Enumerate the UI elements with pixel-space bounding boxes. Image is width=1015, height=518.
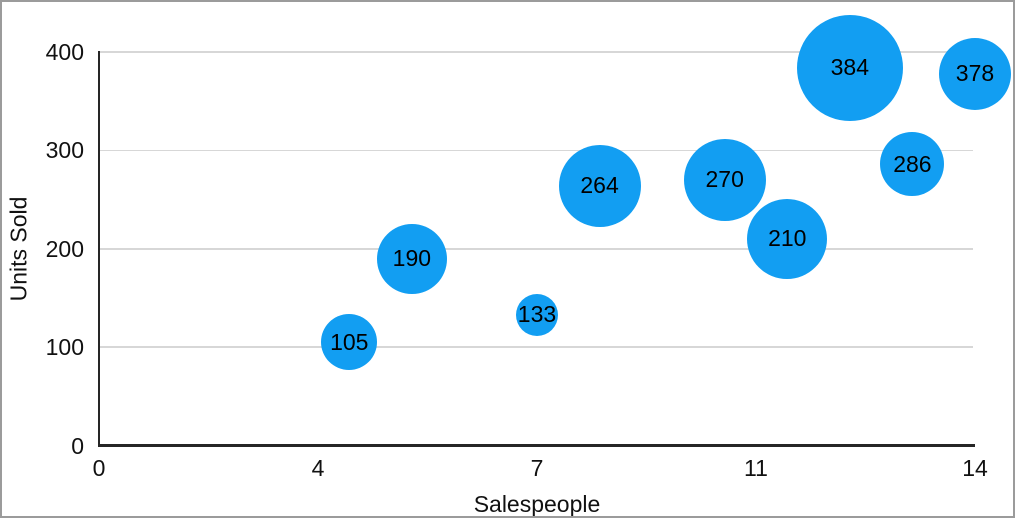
bubble-264: 264: [558, 144, 641, 227]
x-axis-line: [98, 443, 975, 447]
bubble-value-label: 378: [955, 60, 995, 87]
y-axis-title: Units Sold: [5, 196, 32, 302]
y-tick-label-200: 200: [45, 235, 84, 262]
bubble-105: 105: [321, 314, 378, 371]
bubble-value-label: 133: [517, 301, 557, 328]
y-tick-label-0: 0: [71, 432, 84, 459]
gridline-y-200: [99, 248, 973, 250]
y-axis-line: [98, 51, 100, 446]
bubble-value-label: 264: [580, 172, 619, 199]
gridline-y-300: [99, 149, 973, 152]
x-axis-title: Salespeople: [473, 491, 601, 517]
bubble-133: 133: [515, 293, 558, 336]
bubble-value-label: 286: [893, 150, 932, 177]
bubble-value-label: 210: [768, 225, 807, 252]
x-tick-label-7: 7: [530, 455, 544, 481]
bubble-270: 270: [683, 138, 766, 221]
bubble-value-label: 384: [830, 54, 870, 81]
x-tick-label-4: 4: [311, 455, 325, 481]
y-tick-label-400: 400: [45, 39, 84, 65]
gridline-y-100: [99, 346, 973, 348]
x-tick-label-0: 0: [92, 455, 106, 481]
bubble-190: 190: [376, 223, 447, 294]
x-tick-label-11: 11: [744, 455, 768, 481]
y-tick-label-300: 300: [45, 137, 84, 164]
bubble-210: 210: [747, 198, 828, 279]
bubble-384: 384: [796, 14, 903, 121]
x-tick-label-14: 14: [962, 455, 988, 481]
bubble-value-label: 190: [392, 245, 432, 272]
bubble-378: 378: [938, 37, 1011, 110]
bubble-value-label: 270: [705, 166, 744, 193]
bubble-value-label: 105: [330, 328, 369, 355]
gridline-y-400: [99, 51, 973, 53]
y-tick-label-100: 100: [45, 334, 84, 361]
bubble-286: 286: [880, 132, 945, 197]
